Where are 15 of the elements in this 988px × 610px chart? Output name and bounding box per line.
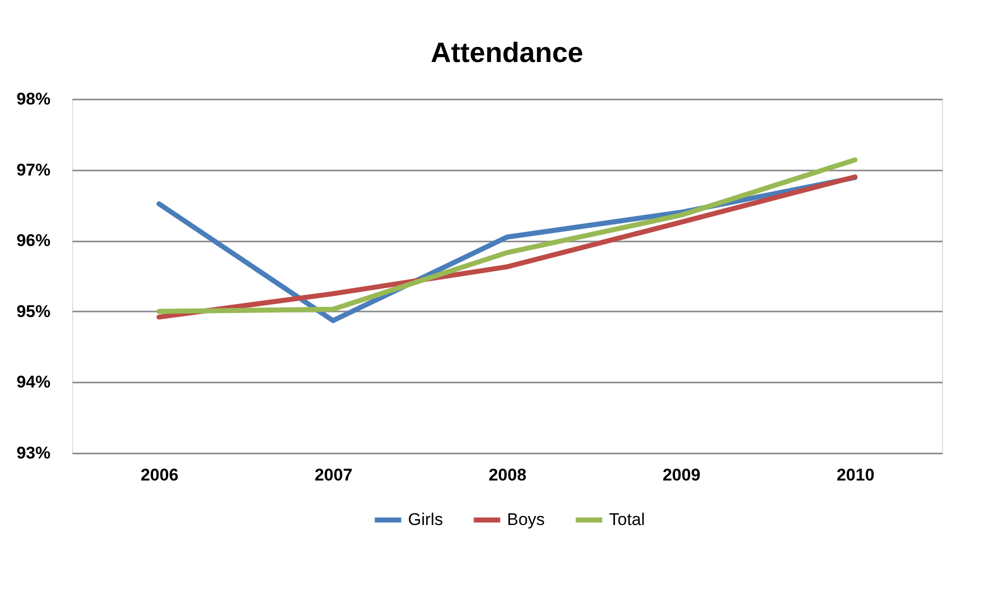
y-tick-label: 98% (16, 90, 50, 108)
y-tick-label: 94% (16, 372, 50, 392)
legend-label: Boys (507, 510, 545, 529)
y-tick-label: 96% (16, 231, 50, 250)
y-tick-label: 95% (16, 302, 50, 321)
legend-label: Total (609, 510, 645, 529)
x-tick-label: 2007 (314, 466, 352, 484)
chart-title: Attendance (430, 37, 584, 68)
x-tick-label: 2006 (140, 466, 178, 484)
x-tick-label: 2008 (488, 466, 526, 484)
y-tick-label: 93% (16, 444, 50, 462)
y-tick-label: 97% (16, 160, 50, 180)
x-tick-label: 2009 (662, 466, 700, 484)
x-tick-label: 2010 (836, 466, 874, 484)
legend-label: Girls (408, 510, 443, 529)
